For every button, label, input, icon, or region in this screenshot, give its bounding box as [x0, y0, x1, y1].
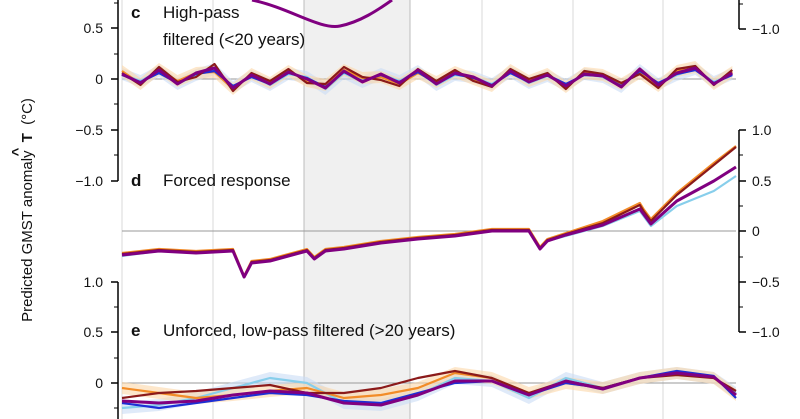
panel-d-series-line-0: [121, 175, 737, 278]
panel-c-title-line1: High-pass: [163, 3, 240, 22]
panel-e-letter: e: [131, 321, 140, 340]
panel-c-series: [121, 61, 734, 95]
left-tick-label: 0.5: [84, 20, 104, 36]
panel-c-series-line-4: [121, 66, 734, 90]
y-axis-label-hat: ^: [9, 147, 26, 156]
right-tick-label: −0.5: [752, 274, 780, 290]
panel-d-letter: d: [131, 171, 141, 190]
right-tick-label: −1.0: [752, 324, 780, 340]
panel-e-series: [121, 367, 737, 414]
panel-c-title-line2: filtered (<20 years): [163, 30, 305, 49]
left-tick-label: 0.5: [84, 324, 104, 340]
right-tick-label: 1.0: [752, 122, 772, 138]
left-tick-label: 1.0: [84, 274, 104, 290]
left-ticks: 0.5 0 −0.5 −1.0 1.0 0.5 0: [75, 2, 118, 409]
y-axis-label-symbol: T: [19, 133, 36, 142]
shaded-period: [304, 0, 410, 419]
left-tick-label: 0: [95, 375, 103, 391]
panel-d-series: [121, 145, 737, 279]
y-axis-label-prefix: Predicted GMST anomaly: [19, 150, 36, 322]
right-ticks: −1.0 1.0 0.5 0 −0.5 −1.0: [739, 3, 780, 340]
y-axis-label: Predicted GMST anomaly T (°C): [19, 98, 36, 322]
right-tick-label: −1.0: [752, 21, 780, 37]
panel-e-uncertainty-band-1: [122, 367, 736, 404]
left-tick-label: 0: [95, 71, 103, 87]
panel-d-title: Forced response: [163, 171, 291, 190]
right-tick-label: 0: [752, 223, 760, 239]
panel-d-series-line-3: [121, 165, 737, 279]
panel-b-fragment-curve: [251, 0, 393, 28]
left-tick-label: −0.5: [75, 122, 103, 138]
right-tick-label: 0.5: [752, 173, 772, 189]
panel-e-series-line-4: [121, 371, 737, 407]
background-layer: [121, 0, 664, 419]
panel-d-series-line-2: [121, 146, 737, 279]
panel-c-letter: c: [131, 3, 140, 22]
y-axis-label-unit: (°C): [19, 98, 36, 125]
left-tick-label: −1.0: [75, 173, 103, 189]
panel-e-title: Unforced, low-pass filtered (>20 years): [163, 321, 455, 340]
